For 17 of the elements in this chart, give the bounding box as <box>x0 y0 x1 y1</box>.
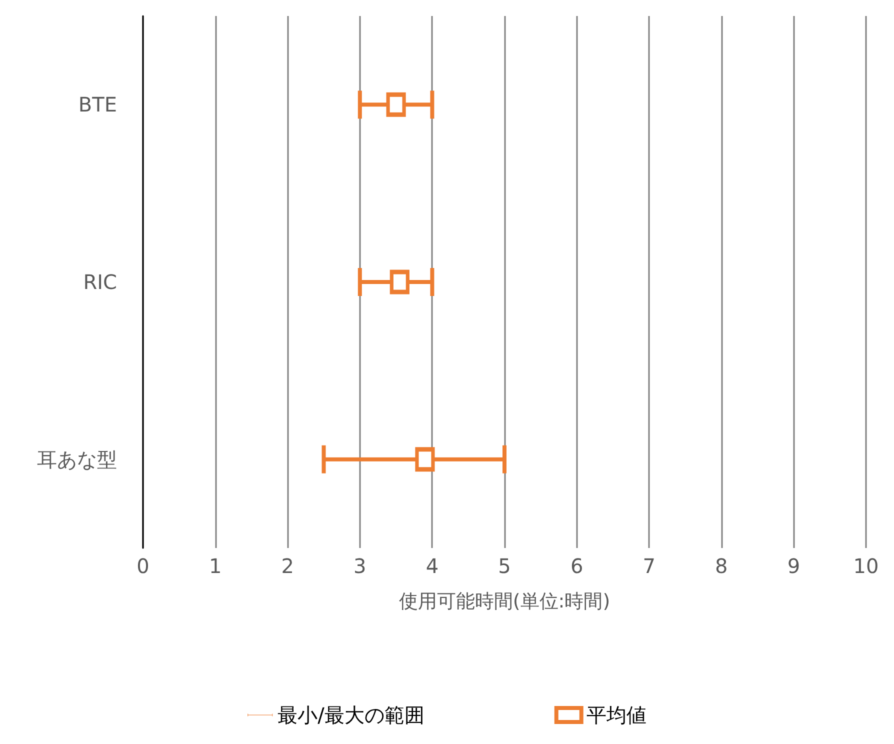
x-tick-label: 0 <box>136 554 150 578</box>
x-axis-title: 使用可能時間(単位:時間) <box>398 590 610 612</box>
x-tick-label: 10 <box>853 554 879 578</box>
x-tick-label: 7 <box>642 554 656 578</box>
x-tick-label: 5 <box>498 554 511 578</box>
text: 最小/最大の範囲 <box>278 703 424 727</box>
x-tick-label: 4 <box>426 554 439 578</box>
x-tick-label: 9 <box>787 554 800 578</box>
x-tick-label: 3 <box>354 554 366 578</box>
y-tick-label: 耳あな型 <box>37 447 117 472</box>
x-tick-label: 2 <box>281 554 294 578</box>
y-tick-label: BTE <box>78 92 117 117</box>
legend-label: 平均値 <box>586 703 646 727</box>
y-tick-label: RIC <box>83 270 117 294</box>
x-tick-label: 8 <box>715 554 728 578</box>
x-tick-label: 1 <box>208 554 222 578</box>
x-tick-label: 6 <box>570 554 584 578</box>
